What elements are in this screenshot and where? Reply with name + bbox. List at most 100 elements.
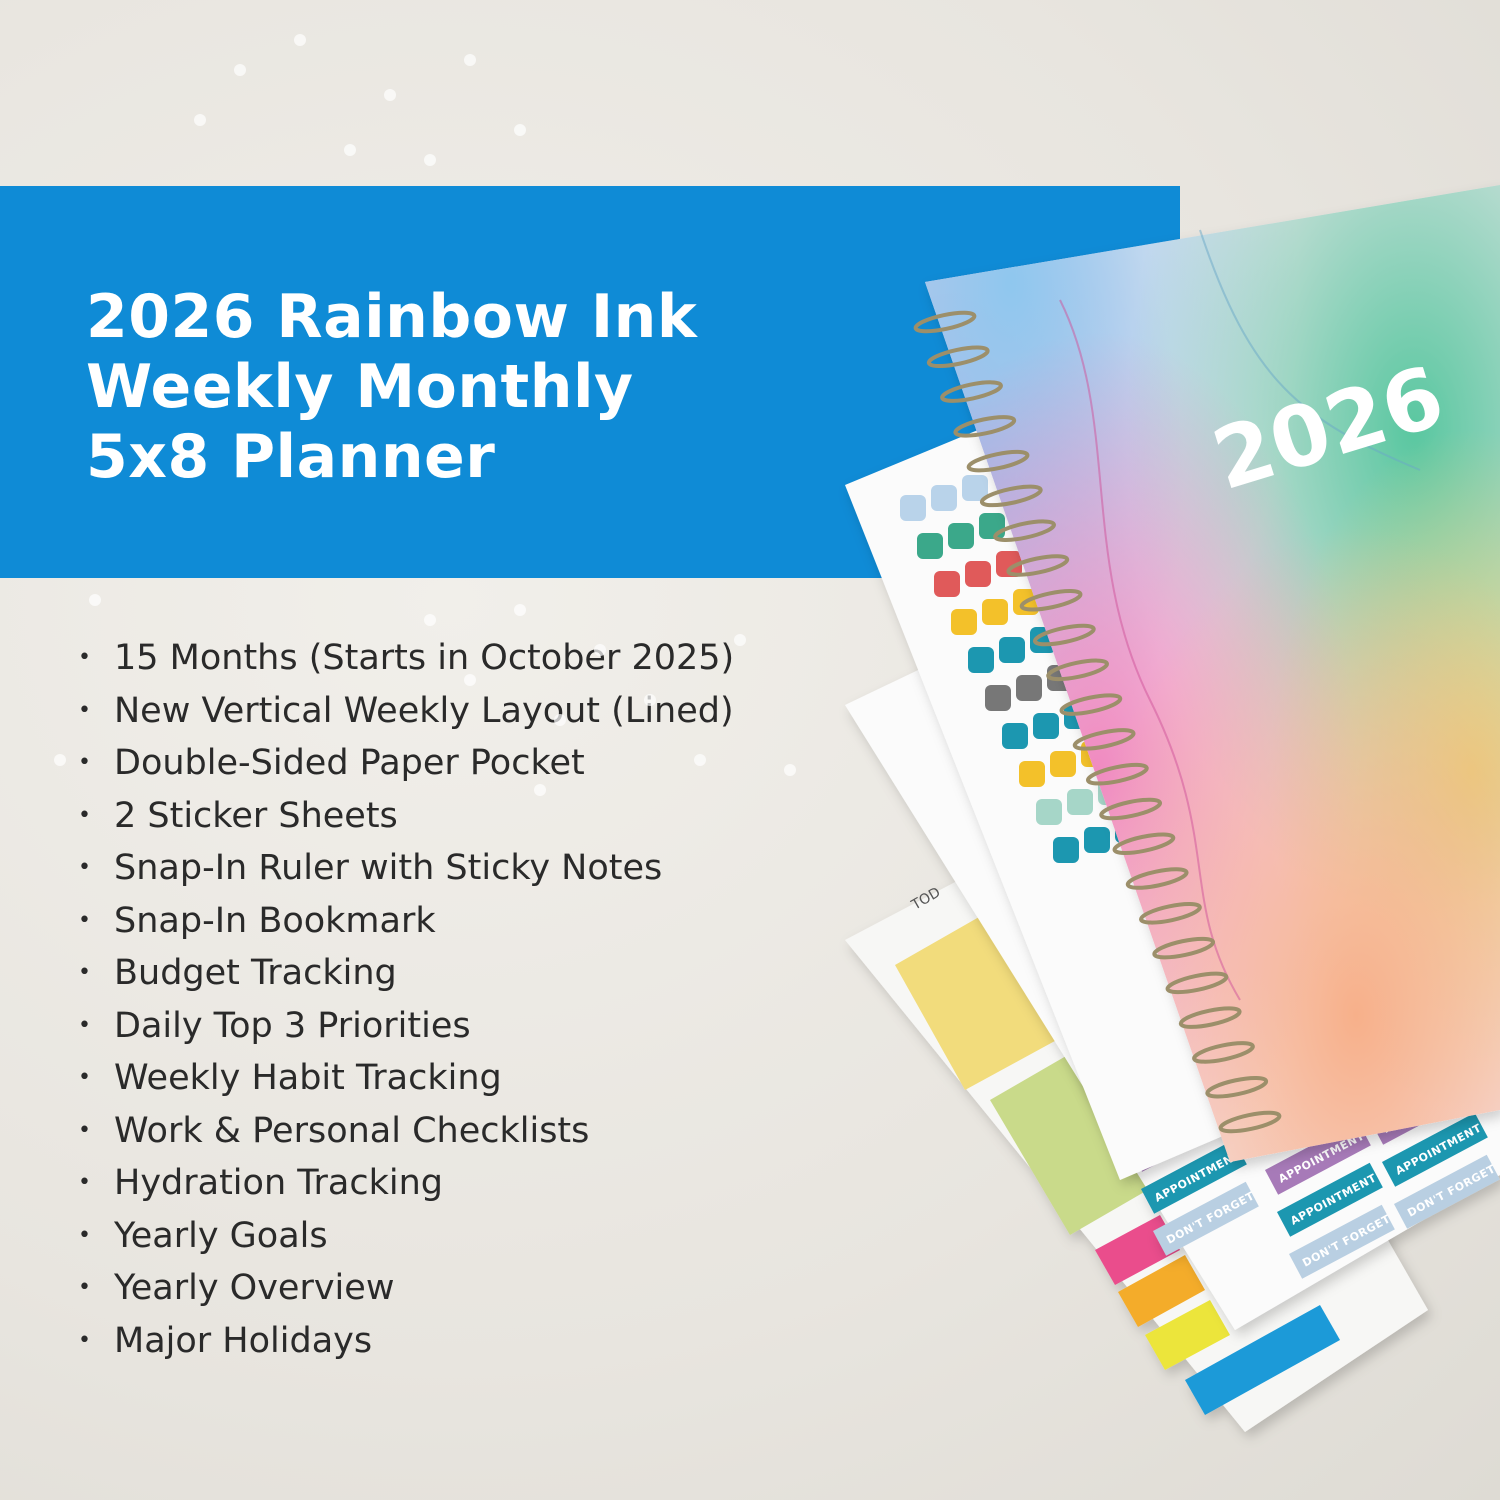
bullet-icon: •: [78, 1012, 91, 1038]
spiral-coil: [979, 484, 1043, 508]
decorative-dot: [464, 54, 476, 66]
feature-text: New Vertical Weekly Layout (Lined): [114, 690, 734, 731]
decorative-dot: [464, 674, 476, 686]
decorative-dot: [424, 154, 436, 166]
decorative-dot: [734, 634, 746, 646]
spiral-coil: [1139, 902, 1202, 925]
feature-item: • Budget Tracking: [78, 947, 834, 1000]
bullet-icon: •: [78, 1170, 91, 1195]
spiral-coil: [1205, 1075, 1269, 1099]
decorative-dot: [89, 594, 101, 606]
feature-text: 2 Sticker Sheets: [114, 795, 398, 836]
bookmark-sticker-icon: [931, 485, 957, 511]
title-line-1: 2026 Rainbow Ink: [86, 282, 698, 352]
spiral-coil: [993, 519, 1056, 542]
feature-item: • Double-Sided Paper Pocket: [78, 737, 834, 790]
title-line-2: Weekly Monthly: [86, 352, 634, 422]
feature-text: Yearly Overview: [114, 1268, 395, 1308]
spiral-coil: [1032, 623, 1096, 647]
feature-text: Snap-In Ruler with Sticky Notes: [114, 848, 663, 888]
cake-sticker-icon: [1053, 837, 1079, 863]
feature-item: • Yearly Goals: [78, 1210, 834, 1263]
bullet-icon: •: [78, 697, 91, 723]
decorative-dot: [234, 64, 246, 76]
spiral-coil: [1059, 693, 1123, 716]
decorative-dots: [54, 34, 796, 796]
decorative-dot: [194, 114, 206, 126]
feature-list: • 15 Months (Starts in October 2025) • New …: [78, 632, 834, 1367]
spiral-coil: [1152, 936, 1216, 960]
cake-sticker-icon: [1084, 827, 1110, 853]
feature-text: Major Holidays: [114, 1320, 373, 1361]
bullet-icon: •: [78, 750, 91, 775]
bookmark-sticker-icon: [900, 495, 926, 521]
star-sticker-icon: [951, 609, 977, 635]
plane-sticker-icon: [968, 647, 994, 673]
decorative-dot: [344, 144, 356, 156]
feature-item: • 2 Sticker Sheets: [78, 790, 834, 843]
cart-sticker-icon: [985, 685, 1011, 711]
feature-text: Work & Personal Checklists: [114, 1110, 590, 1151]
feature-text: Snap-In Bookmark: [114, 900, 436, 941]
heart-sticker-icon: [934, 571, 960, 597]
spiral-coil: [1165, 971, 1229, 995]
spiral-coil: [926, 345, 990, 369]
phone-sticker-icon: [1050, 751, 1076, 777]
feature-item: • 15 Months (Starts in October 2025): [78, 632, 834, 685]
decorative-dot: [514, 604, 526, 616]
dollar-sticker-icon: [917, 533, 943, 559]
bullet-icon: •: [78, 960, 91, 985]
bookmark-tab-blue: [1185, 1305, 1340, 1415]
feature-item: • Daily Top 3 Priorities: [78, 1000, 834, 1053]
decorative-dot: [694, 754, 706, 766]
decorative-dot: [54, 754, 66, 766]
feature-text: 15 Months (Starts in October 2025): [114, 638, 735, 678]
feature-text: Double-Sided Paper Pocket: [114, 743, 585, 783]
mail-sticker-icon: [1033, 713, 1059, 739]
spiral-binding: [913, 310, 1282, 1134]
spiral-coil: [1192, 1041, 1255, 1064]
sticky-flag-yellow: [1145, 1300, 1230, 1370]
spiral-coil: [1099, 797, 1163, 821]
bullet-icon: •: [78, 907, 91, 933]
bullet-icon: •: [78, 1065, 91, 1090]
decorative-dot: [534, 784, 546, 796]
decorative-dot: [514, 124, 526, 136]
spiral-coil: [1125, 867, 1189, 890]
bookmark-sticker-icon: [962, 475, 988, 501]
heart-sticker-icon: [996, 551, 1022, 577]
decorative-dot: [384, 89, 396, 101]
plane-sticker-icon: [999, 637, 1025, 663]
spiral-coil: [966, 449, 1030, 473]
spiral-coil: [1218, 1110, 1282, 1134]
feature-item: • Weekly Habit Tracking: [78, 1052, 834, 1105]
planner-cover: 2026: [925, 185, 1500, 1162]
feature-text: Weekly Habit Tracking: [114, 1058, 502, 1098]
decorative-dot: [784, 764, 796, 776]
feature-item: • Yearly Overview: [78, 1262, 834, 1315]
heart-sticker-icon: [965, 561, 991, 587]
cart-sticker-icon: [1016, 675, 1042, 701]
spiral-coil: [1086, 762, 1149, 786]
feature-item: • Snap-In Bookmark: [78, 895, 834, 948]
mail-sticker-icon: [1002, 723, 1028, 749]
bullet-icon: •: [78, 802, 91, 828]
sticky-note-green: [990, 1045, 1165, 1235]
spiral-coil: [1046, 658, 1109, 682]
feature-text: Yearly Goals: [114, 1215, 328, 1256]
decorative-dot: [644, 694, 656, 706]
bullet-icon: •: [78, 855, 91, 880]
phone-sticker-icon: [1019, 761, 1045, 787]
spiral-coil: [913, 310, 977, 334]
feature-item: • Hydration Tracking: [78, 1157, 834, 1210]
page-title: 2026 Rainbow Ink Weekly Monthly 5x8 Plan…: [86, 282, 697, 492]
feature-item: • Work & Personal Checklists: [78, 1105, 834, 1158]
feature-item: • New Vertical Weekly Layout (Lined): [78, 685, 834, 738]
spiral-coil: [940, 380, 1003, 403]
decorative-dot: [294, 34, 306, 46]
spiral-coil: [1006, 554, 1070, 577]
spiral-coil: [953, 415, 1017, 438]
feature-item: • Snap-In Ruler with Sticky Notes: [78, 842, 834, 895]
decorative-dot: [554, 714, 566, 726]
